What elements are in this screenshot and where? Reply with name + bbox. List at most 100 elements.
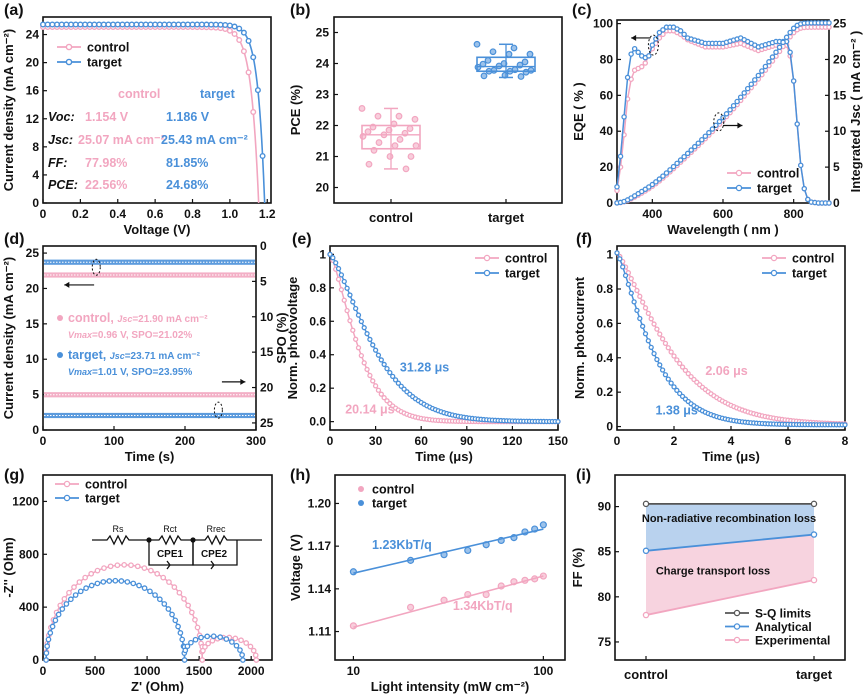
data-point: [396, 136, 404, 143]
data-point: [147, 21, 154, 28]
data-point: [735, 184, 743, 192]
data-point: [147, 588, 153, 595]
y-tick-label-right: 25: [833, 17, 847, 31]
annotation-line1: control, Jsc=21.90 mA cm⁻²: [68, 311, 208, 325]
data-point: [390, 373, 396, 380]
x-tick-label: 1500: [186, 664, 213, 678]
data-point: [516, 61, 524, 69]
jv-curve-target: [43, 23, 266, 204]
x-tick-label: 0.2: [72, 207, 89, 221]
data-point: [237, 647, 243, 653]
data-point: [642, 305, 649, 311]
data-point: [77, 21, 84, 28]
data-point: [347, 318, 353, 324]
y-tick-label: 1: [319, 247, 326, 261]
resistor-rs: [92, 534, 149, 546]
y-tick-label: 12: [26, 112, 40, 126]
cpe1-symbol: [166, 560, 171, 570]
data-point: [364, 366, 370, 373]
data-point: [91, 21, 98, 28]
data-point: [505, 50, 513, 58]
data-point: [63, 494, 71, 502]
data-point: [192, 616, 198, 623]
x-axis-label: Voltage (V): [124, 222, 191, 237]
table-row-label: Voc:: [48, 110, 75, 124]
data-point: [172, 617, 179, 624]
data-point: [204, 633, 211, 640]
data-point: [737, 94, 744, 100]
data-point: [361, 360, 367, 366]
y-tick-label: 0.8: [596, 282, 613, 296]
resistor-rct: [149, 534, 193, 546]
x-tick-label: control: [369, 210, 413, 225]
data-point: [482, 541, 490, 549]
x-tick-label: 1000: [134, 664, 161, 678]
plot-frame: [614, 474, 846, 661]
data-point: [617, 153, 624, 160]
panel-label: (g): [4, 467, 24, 484]
data-point: [464, 546, 472, 555]
x-tick-label: 10: [347, 664, 361, 678]
data-point: [646, 53, 652, 59]
x-tick-label: 200: [175, 434, 195, 448]
data-point: [63, 480, 71, 488]
y-axis-label: -Z'' (Ohm): [1, 537, 16, 597]
data-point: [217, 634, 224, 640]
panel-label: (a): [4, 2, 24, 19]
panel-b: (b) 20 21 22 23 24 25 PCE (%) control target: [288, 2, 563, 225]
data-point: [112, 577, 119, 584]
data-point: [682, 367, 689, 374]
data-point: [642, 60, 649, 66]
data-point: [166, 21, 173, 28]
x-tick-label: 600: [713, 207, 733, 221]
data-point: [148, 567, 154, 574]
data-point: [110, 21, 117, 28]
y-tick-label: 75: [598, 635, 612, 649]
data-point: [384, 366, 390, 372]
data-point: [198, 634, 204, 641]
y-axis-label: Norm. photovoltage: [285, 277, 300, 400]
data-point: [497, 582, 505, 590]
data-point: [790, 25, 797, 32]
data-point: [338, 272, 345, 278]
data-point: [440, 551, 448, 559]
data-point: [160, 574, 167, 581]
data-point: [338, 287, 345, 293]
y-tick-label: 80: [600, 52, 614, 66]
data-point: [180, 21, 187, 28]
data-point: [114, 21, 121, 28]
data-point: [395, 112, 403, 120]
data-point: [648, 344, 654, 351]
data-point: [355, 345, 362, 351]
x-tick-label: 1.2: [259, 207, 276, 221]
y-axis-label-right: Integrated Jsc ( mA cm⁻² ): [848, 31, 863, 193]
data-point: [49, 623, 56, 630]
data-point: [239, 652, 245, 658]
data-point: [175, 21, 182, 28]
x-tick-label: 100: [104, 434, 124, 448]
data-point: [640, 323, 646, 329]
data-point: [245, 69, 252, 76]
data-point: [327, 251, 333, 258]
data-point: [787, 29, 793, 36]
y-axis-label: Current density (mA cm⁻²): [1, 257, 16, 419]
data-point: [744, 85, 751, 92]
data-point: [657, 362, 663, 368]
data-point: [656, 29, 663, 36]
data-point: [660, 27, 666, 33]
data-point: [240, 657, 246, 663]
data-point: [657, 331, 663, 337]
plot-frame: [42, 16, 272, 204]
x-axis-label: Time (μs): [702, 449, 760, 464]
data-point: [161, 601, 168, 607]
y-tick-label: 800: [19, 547, 39, 561]
x-tick-label: 100: [533, 664, 553, 678]
data-point: [521, 576, 529, 584]
data-point: [660, 173, 666, 179]
x-tick-label: 800: [784, 207, 804, 221]
data-point: [372, 347, 379, 353]
data-point: [826, 200, 832, 206]
data-point: [628, 51, 634, 57]
data-point: [83, 585, 89, 591]
data-point: [391, 142, 399, 150]
